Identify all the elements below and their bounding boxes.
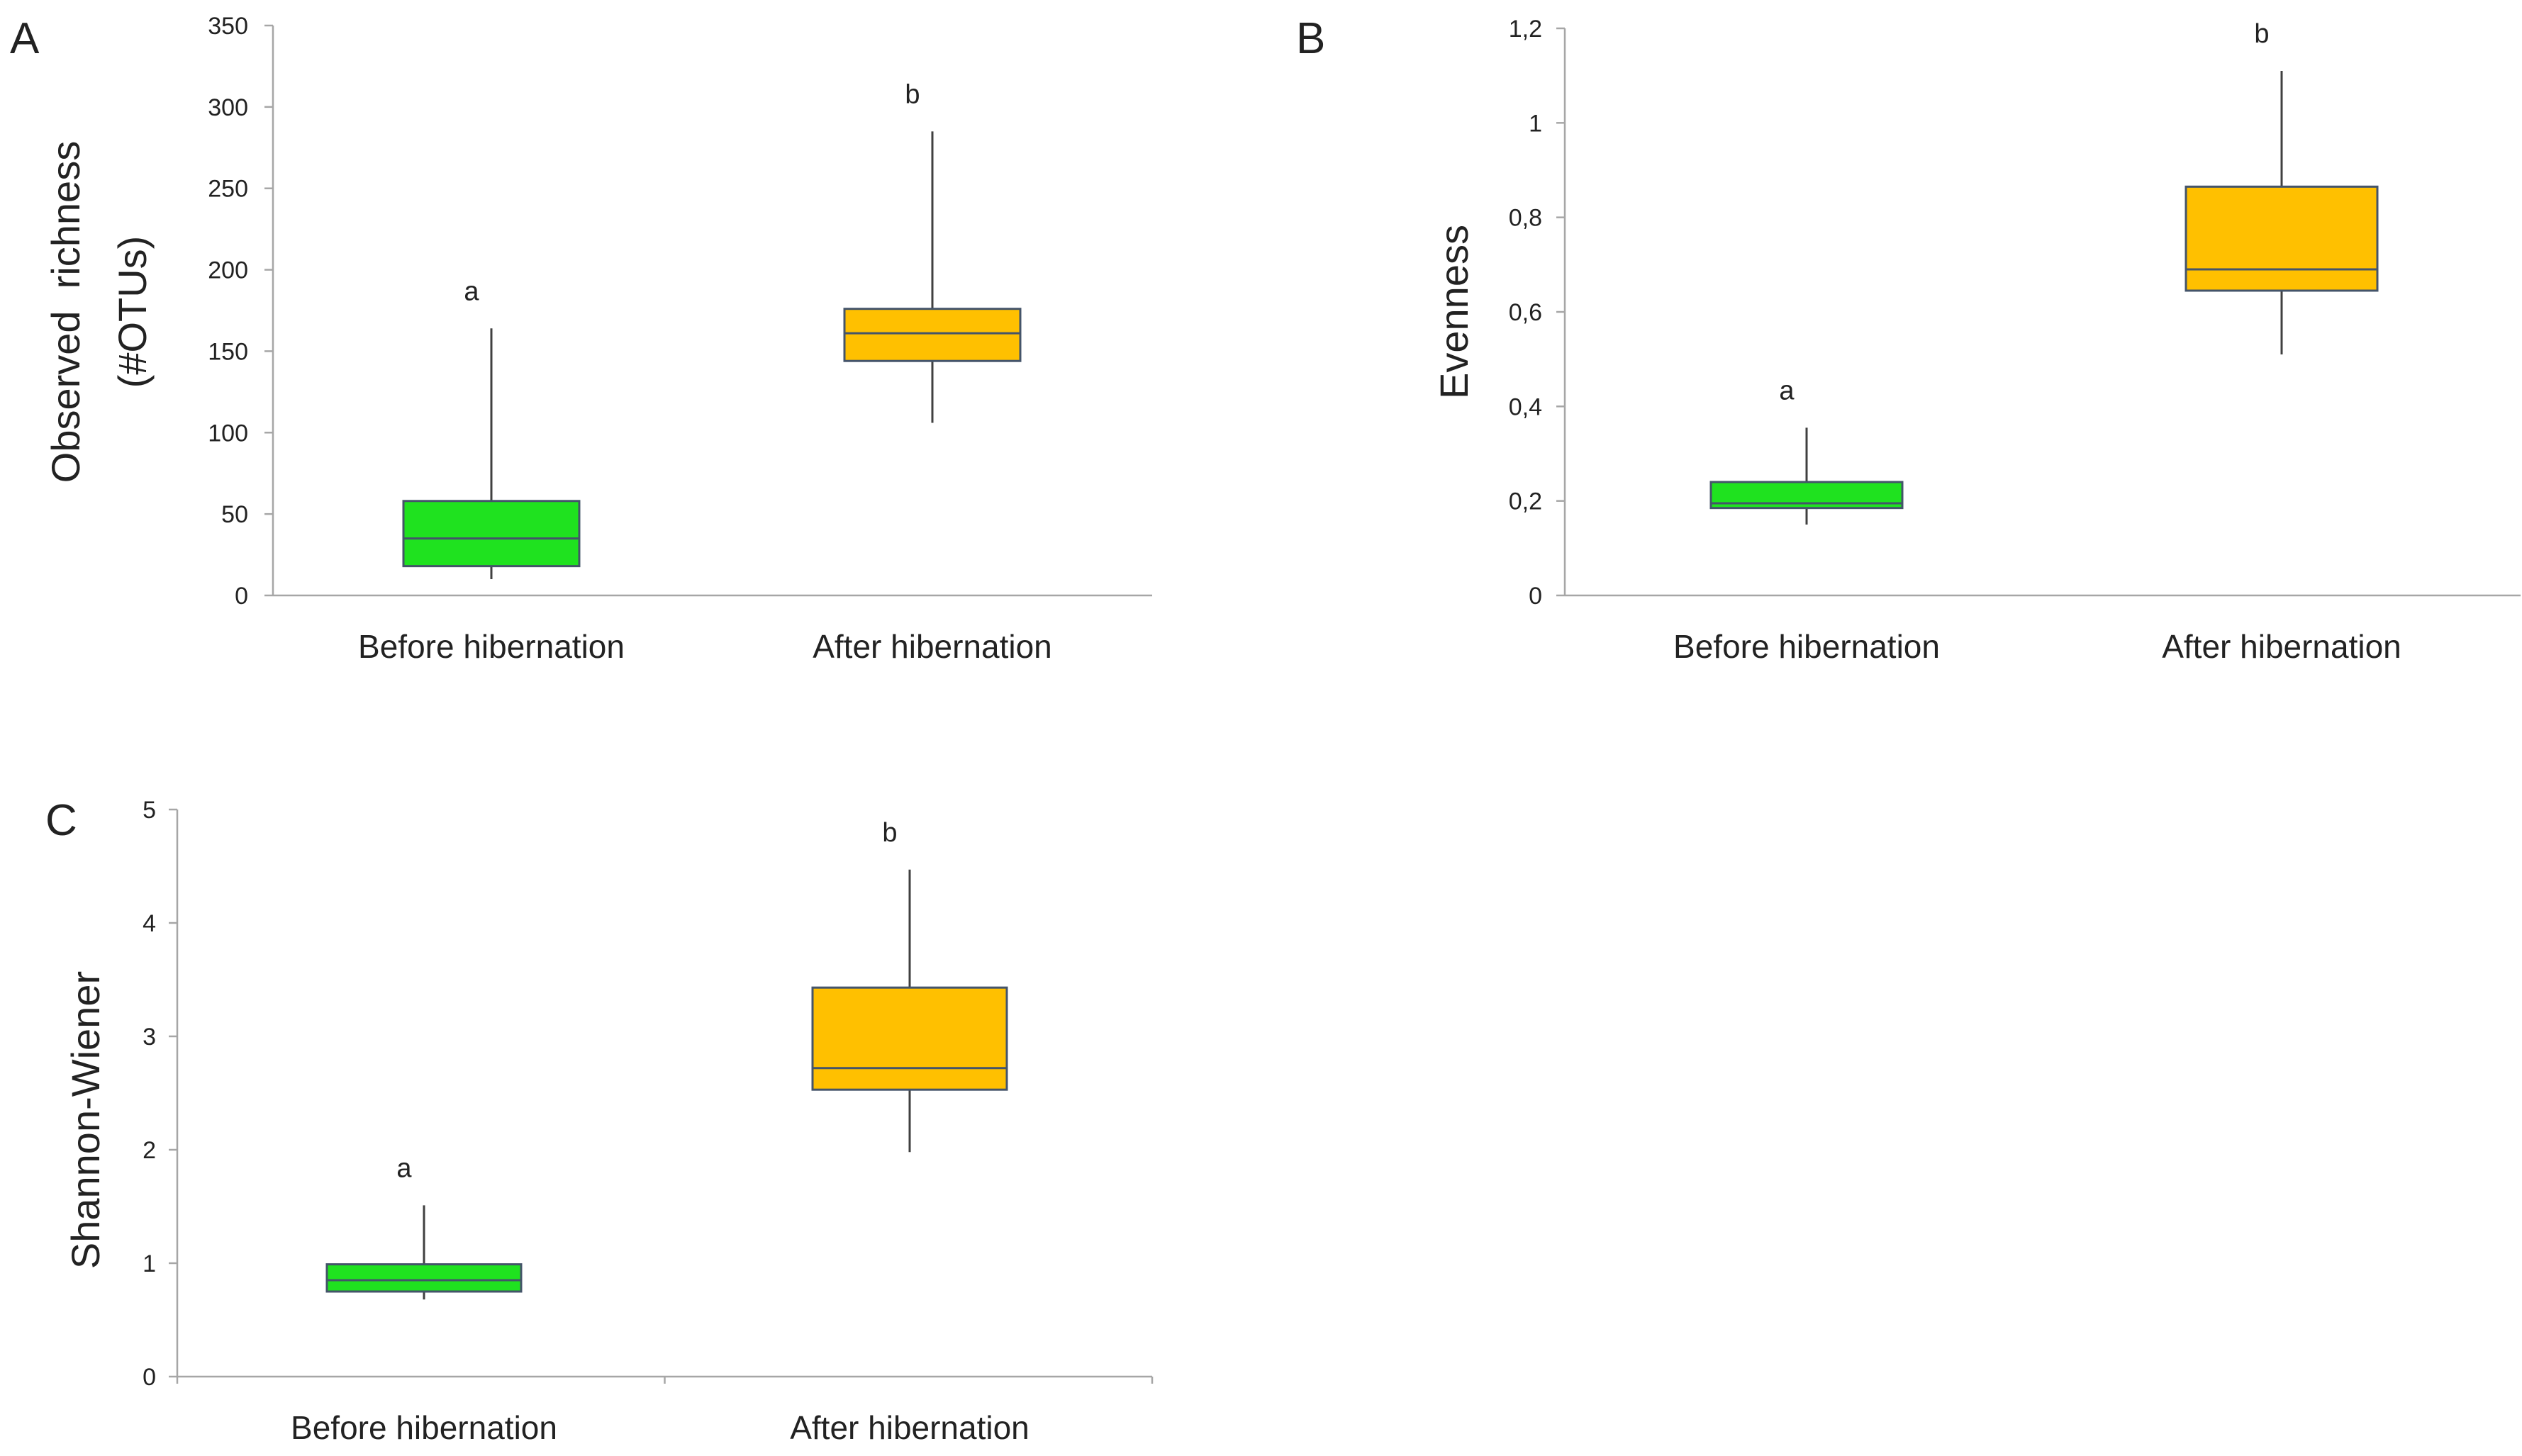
panel-a-box-before: a <box>402 276 581 580</box>
iqr-box <box>843 308 1022 362</box>
panel-a-letter: A <box>10 14 40 63</box>
panel-c-letter: C <box>45 796 77 845</box>
panel-c-y-tick-label: 3 <box>143 1024 156 1051</box>
panel-b-category-label: After hibernation <box>2162 628 2401 665</box>
panel-b-letter: B <box>1296 14 1325 63</box>
panel-a-category-label: After hibernation <box>813 628 1052 665</box>
panel-b-y-tick-label: 0,2 <box>1509 488 1542 515</box>
panel-c-y-label: Shannon-Wiener <box>63 971 108 1269</box>
panel-c-y-tick-label: 4 <box>143 910 156 937</box>
panel-a-y-tick-label: 0 <box>235 583 248 610</box>
panel-a: A 0 50 100 150 200 250 300 350 Observed richness (… <box>10 13 1152 665</box>
panel-b-box-before: a <box>1709 376 1904 525</box>
panel-b-y-tick-label: 0,6 <box>1509 299 1542 326</box>
significance-label: b <box>905 79 920 109</box>
panel-b-y-tick-label: 1,2 <box>1509 16 1542 43</box>
panel-c-y-tick-label: 1 <box>143 1250 156 1277</box>
panel-c: C 0 1 2 3 4 5 Shannon-Wiener Before hibernation A… <box>45 796 1154 1446</box>
panel-a-y-tick-label: 50 <box>221 501 248 528</box>
panel-c-y-tick-label: 2 <box>143 1137 156 1164</box>
panel-b-y-tick-label: 0,4 <box>1509 393 1542 420</box>
significance-label: a <box>396 1153 412 1183</box>
panel-c-category-label: Before hibernation <box>291 1409 557 1446</box>
panel-a-y-tick-label: 350 <box>208 13 248 40</box>
panel-a-y-tick-label: 150 <box>208 338 248 365</box>
significance-label: b <box>2254 19 2269 49</box>
panel-b-box-after: b <box>2185 19 2379 354</box>
panel-a-y-tick-label: 250 <box>208 176 248 203</box>
panel-b-y-tick-label: 1 <box>1529 110 1542 137</box>
panel-c-y-tick-label: 5 <box>143 797 156 824</box>
iqr-box <box>2185 185 2379 292</box>
panel-a-y-tick-label: 200 <box>208 257 248 284</box>
panel-b-y-tick-label: 0,8 <box>1509 205 1542 232</box>
panel-b-y-tick-label: 0 <box>1529 583 1542 610</box>
panel-c-box-after: b <box>811 818 1008 1153</box>
panel-c-box-before: a <box>325 1153 523 1300</box>
significance-label: a <box>464 276 479 306</box>
panel-a-y-label: (#OTUs) <box>110 236 155 388</box>
panel-a-y-tick-label: 100 <box>208 420 248 447</box>
panel-a-y-tick-label: 300 <box>208 94 248 121</box>
iqr-box <box>325 1263 523 1293</box>
panel-a-y-label: Observed richness <box>43 141 88 483</box>
panel-c-category-label: After hibernation <box>790 1409 1030 1446</box>
significance-label: a <box>1779 376 1795 405</box>
panel-a-category-label: Before hibernation <box>358 628 625 665</box>
panel-b-category-label: Before hibernation <box>1673 628 1940 665</box>
significance-label: b <box>882 818 897 848</box>
panel-c-y-tick-label: 0 <box>143 1364 156 1391</box>
panel-b-y-label: Evenness <box>1432 225 1476 399</box>
iqr-box <box>811 986 1008 1091</box>
panel-b: B 0 0,2 0,4 0,6 0,8 1 1,2 Evenness Before hiberna… <box>1296 14 2521 665</box>
iqr-box <box>402 500 581 568</box>
panel-a-box-after: b <box>843 79 1022 423</box>
